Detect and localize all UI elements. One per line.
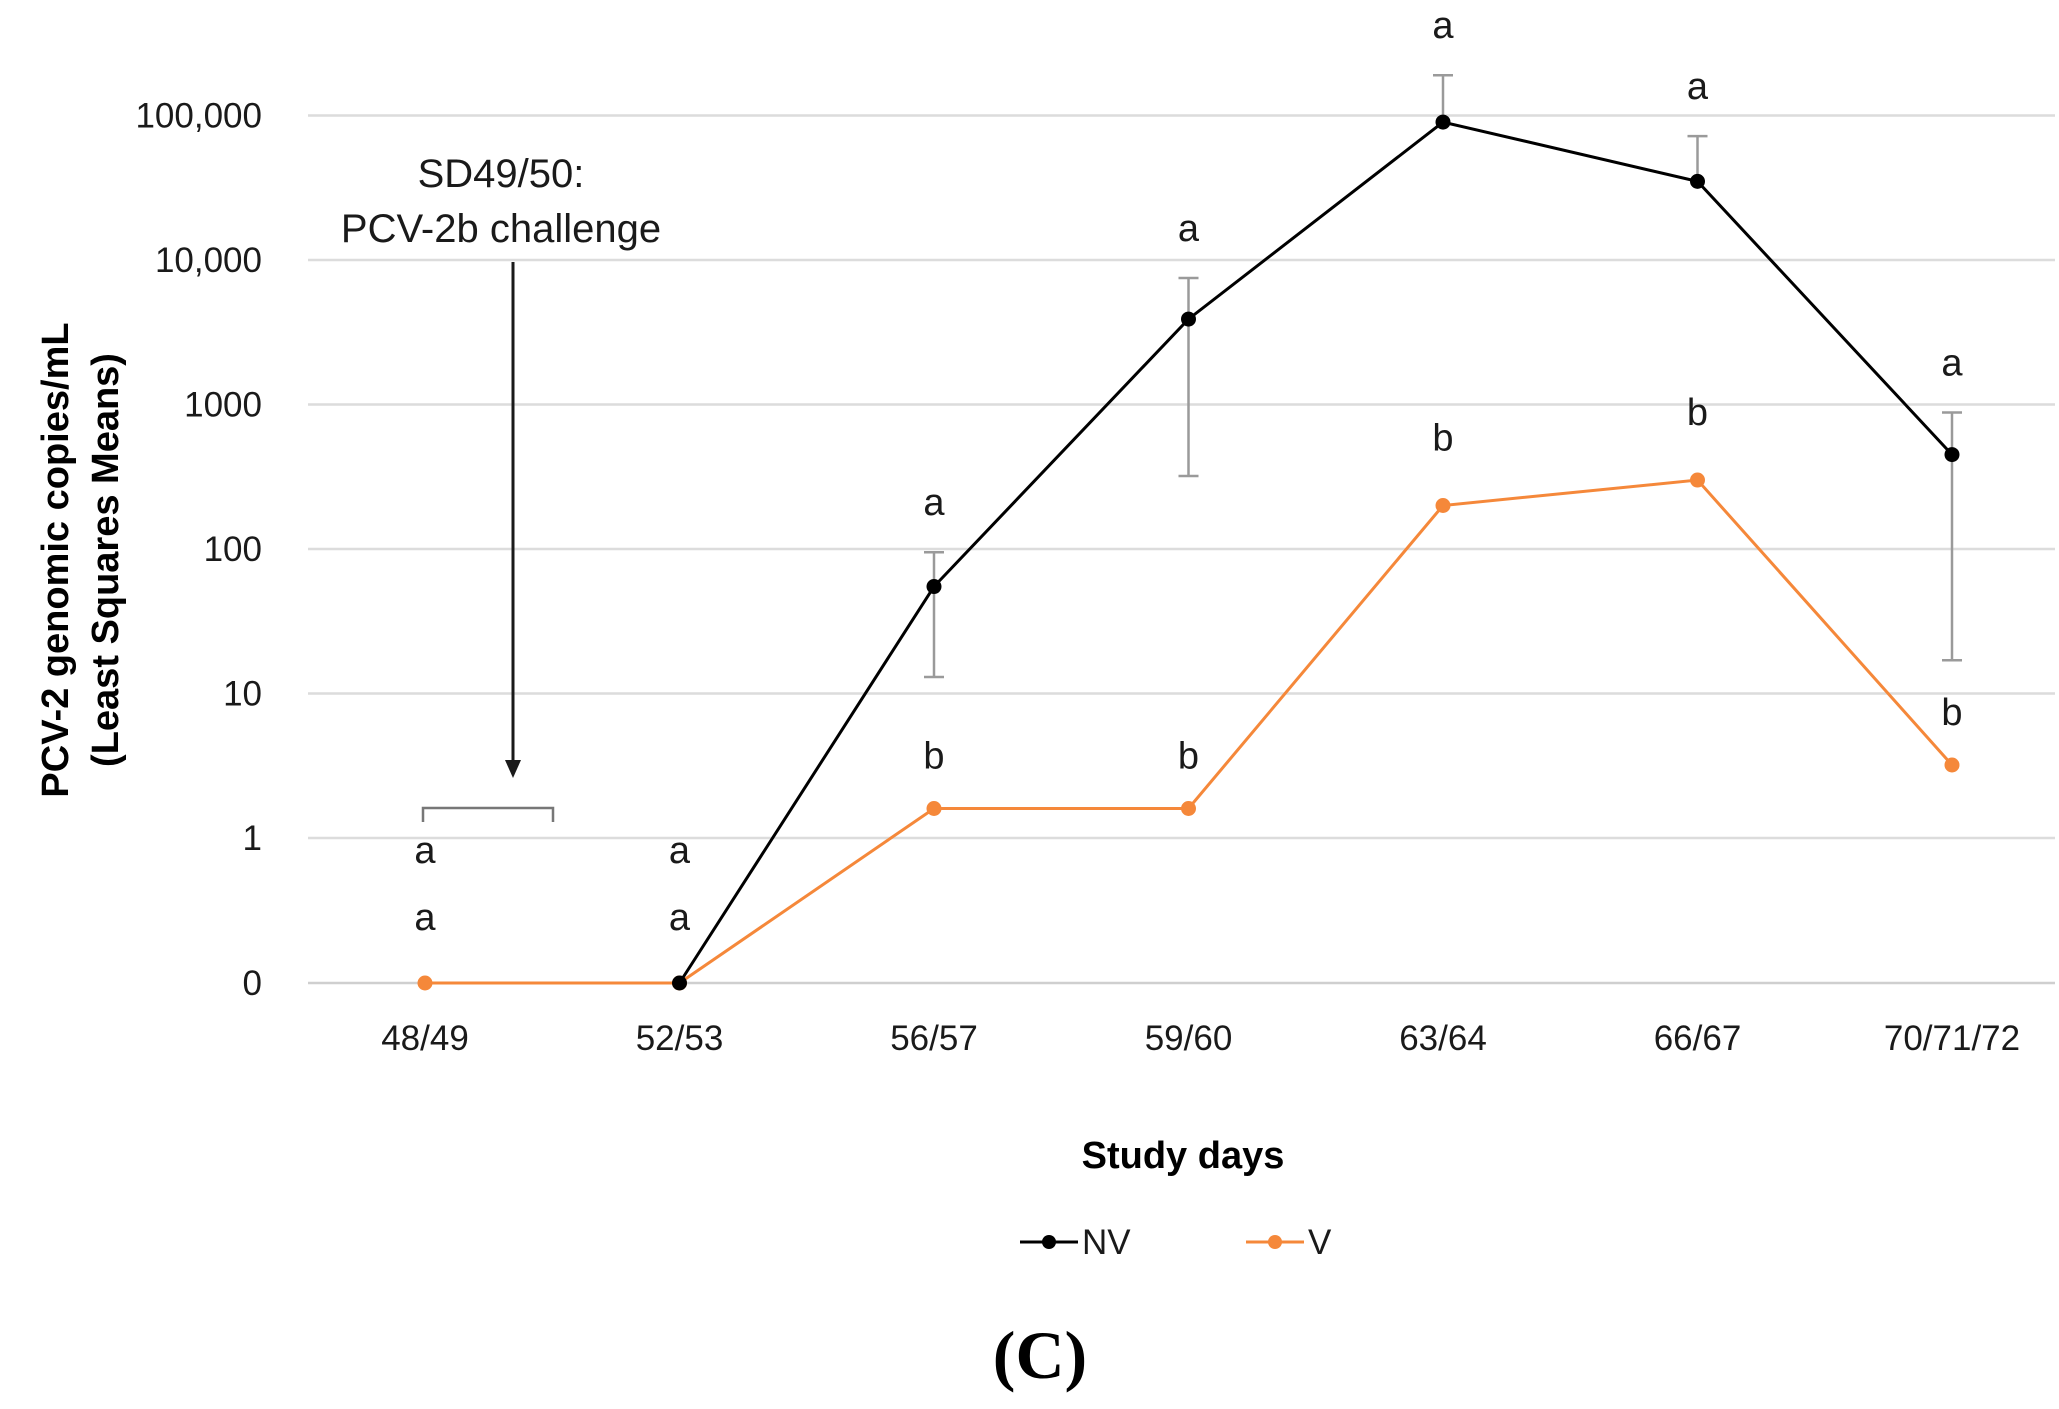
- significance-letter-nv: a: [923, 482, 945, 524]
- significance-letter-v: a: [669, 897, 691, 939]
- y-tick-label: 10,000: [155, 241, 262, 280]
- legend: NV V: [1020, 1223, 1332, 1262]
- challenge-annotation: SD49/50: PCV-2b challenge: [341, 152, 661, 822]
- annotation-line-2: PCV-2b challenge: [341, 207, 661, 251]
- data-point-nv: [1181, 311, 1196, 327]
- y-tick-label: 1: [243, 819, 262, 858]
- significance-letter-nv: a: [1432, 5, 1454, 47]
- legend-marker-nv: [1042, 1235, 1056, 1249]
- significance-letter-nv: a: [414, 830, 436, 872]
- series-lines: [417, 114, 1960, 991]
- x-tick-label: 52/53: [636, 1019, 724, 1058]
- data-point-nv: [1435, 114, 1451, 130]
- significance-letter-nv: a: [1178, 208, 1200, 250]
- series-line-v: [425, 478, 1954, 985]
- y-tick-label: 1000: [184, 386, 262, 425]
- annotation-arrow-head: [505, 760, 521, 778]
- data-point-v: [926, 801, 942, 817]
- y-tick-label: 100,000: [135, 97, 262, 136]
- data-point-nv: [672, 975, 687, 991]
- grid-lines: [308, 114, 2055, 985]
- significance-letter-v: b: [1178, 736, 1199, 778]
- panel-label: (C): [993, 1317, 1087, 1393]
- data-point-nv: [926, 579, 942, 595]
- significance-letter-v: b: [1432, 418, 1453, 460]
- y-tick-label: 100: [204, 530, 262, 569]
- legend-item-nv: NV: [1020, 1223, 1131, 1262]
- data-point-nv: [1944, 447, 1960, 463]
- series-line-nv: [678, 120, 1954, 984]
- legend-item-v: V: [1246, 1223, 1332, 1262]
- legend-label-nv: NV: [1082, 1223, 1131, 1262]
- x-tick-label: 59/60: [1145, 1019, 1233, 1058]
- data-point-v: [1435, 498, 1451, 514]
- significance-letter-nv: a: [669, 830, 691, 872]
- x-tick-label: 66/67: [1654, 1019, 1742, 1058]
- y-tick-labels: 0 1 10 100 1000 10,000 100,000: [135, 97, 262, 1004]
- legend-label-v: V: [1308, 1223, 1332, 1262]
- data-point-v: [417, 975, 433, 991]
- data-point-v: [1690, 472, 1705, 488]
- significance-letter-nv: a: [1687, 66, 1709, 108]
- y-axis-title-line-2: (Least Squares Means): [85, 353, 127, 767]
- annotation-line-1: SD49/50:: [418, 152, 585, 196]
- significance-letter-v: b: [923, 736, 944, 778]
- x-tick-label: 70/71/72: [1884, 1019, 2020, 1058]
- significance-letter-v: b: [1687, 392, 1708, 434]
- x-tick-label: 56/57: [890, 1019, 978, 1058]
- y-tick-label: 0: [243, 964, 262, 1003]
- error-bars: [924, 73, 1962, 679]
- legend-marker-v: [1268, 1235, 1282, 1249]
- y-axis-title-line-1: PCV-2 genomic copies/mL: [35, 322, 77, 797]
- data-point-v: [1181, 801, 1196, 817]
- x-tick-label: 48/49: [381, 1019, 469, 1058]
- x-tick-label: 63/64: [1399, 1019, 1487, 1058]
- x-axis-title: Study days: [1082, 1135, 1285, 1177]
- x-tick-labels: 48/49 52/53 56/57 59/60 63/64 66/67 70/71/72: [381, 1019, 2020, 1058]
- annotation-bracket: [421, 806, 555, 822]
- significance-letter-nv: a: [1941, 343, 1963, 385]
- significance-letter-v: b: [1941, 692, 1962, 734]
- data-point-v: [1944, 757, 1960, 773]
- data-point-nv: [1690, 173, 1705, 189]
- y-tick-label: 10: [223, 675, 262, 714]
- significance-letter-v: a: [414, 897, 436, 939]
